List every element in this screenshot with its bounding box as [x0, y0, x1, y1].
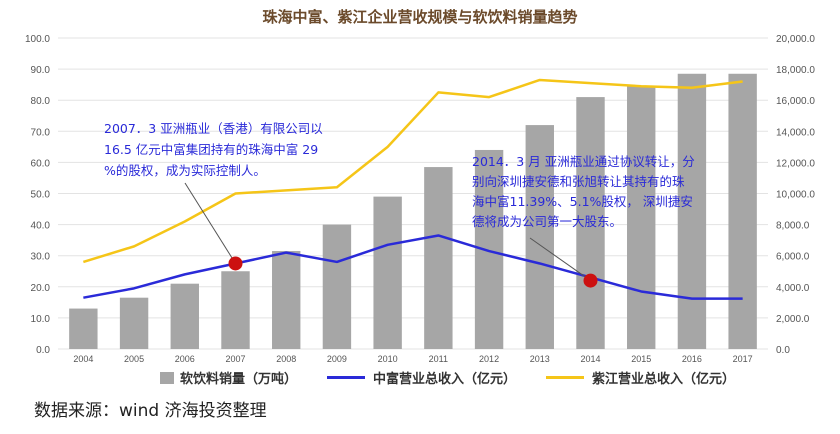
- bar-2011: [424, 167, 453, 349]
- legend-swatch-bar: [160, 371, 174, 384]
- line-series: [82, 78, 743, 300]
- highlight-points: [228, 256, 598, 288]
- legend-item-bar: 软饮料销量（万吨）: [160, 368, 297, 387]
- bar-2008: [272, 251, 301, 349]
- annotation-leaders: [184, 182, 591, 281]
- chart-title: 珠海中富、紫江企业营收规模与软饮料销量趋势: [262, 8, 577, 26]
- x-tick-label: 2007: [225, 354, 245, 364]
- x-tick-label: 2013: [530, 354, 550, 364]
- bar-2005: [119, 297, 149, 349]
- x-tick-label: 2014: [580, 354, 600, 364]
- left-tick-label: 80.0: [31, 96, 51, 107]
- x-tick-label: 2005: [124, 354, 144, 364]
- left-tick-label: 20.0: [31, 283, 51, 294]
- x-tick-label: 2009: [327, 354, 347, 364]
- x-tick-label: 2015: [631, 354, 651, 364]
- legend-swatch-zhongfu: [327, 376, 366, 379]
- annotation-line: %的股权，成为实际控制人。: [104, 163, 266, 178]
- annotation-line: 德将成为公司第一大股东。: [472, 214, 622, 229]
- right-tick-label: 20,000.0: [776, 34, 815, 45]
- right-tick-label: 2,000.0: [776, 314, 810, 325]
- left-tick-label: 30.0: [31, 252, 51, 263]
- annotation-1: 2007．3 亚洲瓶业（香港）有限公司以 16.5 亿元中富集团持有的珠海中富 2…: [104, 121, 323, 178]
- bar-2004: [69, 308, 98, 349]
- left-axis: 0.0 10.0 20.0 30.0 40.0 50.0 60.0 70.0 80.0 90.0 1…: [25, 34, 50, 356]
- right-tick-label: 8,000.0: [776, 221, 810, 232]
- right-tick-label: 18,000.0: [776, 65, 815, 76]
- left-tick-label: 60.0: [31, 158, 51, 169]
- bar-2016: [677, 73, 707, 349]
- annotation-line: 16.5 亿元中富集团持有的珠海中富 29: [104, 142, 318, 157]
- bar-2015: [627, 86, 656, 349]
- bar-2013: [525, 125, 554, 349]
- annotation-2: 2014．3 月 亚洲瓶业通过协议转让，分别向深圳捷安德和张旭转让其持有的珠海中…: [472, 154, 695, 229]
- x-tick-label: 2004: [73, 354, 93, 364]
- annotation-leader-2014: [529, 237, 591, 281]
- legend-swatch-zijiang: [546, 376, 585, 379]
- legend: 软饮料销量（万吨） 中富营业总收入（亿元） 紫江营业总收入（亿元）: [160, 368, 765, 387]
- legend-label-zhongfu: 中富营业总收入（亿元）: [373, 372, 517, 387]
- x-tick-label: 2006: [175, 354, 195, 364]
- right-tick-label: 4,000.0: [776, 283, 810, 294]
- legend-label-zijiang: 紫江营业总收入（亿元）: [592, 372, 736, 387]
- bar-2006: [170, 283, 199, 349]
- x-tick-label: 2008: [276, 354, 296, 364]
- legend-item-zhongfu: 中富营业总收入（亿元）: [327, 368, 516, 387]
- annotation-line: 别向深圳捷安德和张旭转让其持有的珠: [472, 174, 685, 189]
- right-tick-label: 12,000.0: [776, 158, 815, 169]
- right-tick-label: 14,000.0: [776, 127, 815, 138]
- left-tick-label: 100.0: [25, 34, 50, 45]
- series-line-zhongfu: [83, 234, 743, 300]
- bar-2012: [474, 149, 504, 349]
- annotation-line: 2014．3 月 亚洲瓶业通过协议转让，分: [472, 154, 695, 169]
- bar-2017: [728, 73, 757, 349]
- right-axis: 0.0 2,000.0 4,000.0 6,000.0 8,000.0 10,000.0 1…: [776, 34, 815, 356]
- series-line-zijiang: [82, 78, 743, 264]
- highlight-point-2007: [228, 256, 243, 271]
- bar-series: [69, 73, 757, 349]
- annotation-leader-2007: [184, 182, 236, 264]
- x-tick-label: 2012: [479, 354, 499, 364]
- x-tick-label: 2016: [682, 354, 702, 364]
- annotations: 2007．3 亚洲瓶业（香港）有限公司以 16.5 亿元中富集团持有的珠海中富 2…: [104, 121, 695, 229]
- bar-2014: [576, 97, 605, 349]
- highlight-point-2014: [583, 273, 598, 288]
- left-tick-label: 90.0: [31, 65, 51, 76]
- x-tick-label: 2017: [733, 354, 753, 364]
- x-tick-label: 2010: [378, 354, 398, 364]
- bar-2010: [373, 196, 402, 349]
- legend-item-zijiang: 紫江营业总收入（亿元）: [546, 368, 735, 387]
- x-axis: 2004 2005 2006 2007 2008 2009 2010 2011 2012 2013…: [73, 354, 752, 364]
- annotation-line: 2007．3 亚洲瓶业（香港）有限公司以: [104, 121, 323, 136]
- right-tick-label: 16,000.0: [776, 96, 815, 107]
- annotation-line: 海中富11.39%、5.1%股权， 深圳捷安: [472, 194, 693, 209]
- left-tick-label: 0.0: [36, 345, 50, 356]
- left-tick-label: 40.0: [31, 221, 51, 232]
- right-tick-label: 6,000.0: [776, 252, 810, 263]
- left-tick-label: 50.0: [31, 190, 51, 201]
- left-tick-label: 70.0: [31, 127, 51, 138]
- bar-2009: [322, 224, 352, 349]
- source-note: 数据来源：wind 济海投资整理: [34, 401, 267, 421]
- x-tick-label: 2011: [429, 354, 448, 364]
- left-tick-label: 10.0: [31, 314, 51, 325]
- right-tick-label: 0.0: [776, 345, 790, 356]
- legend-label-bar: 软饮料销量（万吨）: [180, 372, 298, 387]
- bar-2007: [221, 271, 250, 349]
- right-tick-label: 10,000.0: [776, 190, 815, 201]
